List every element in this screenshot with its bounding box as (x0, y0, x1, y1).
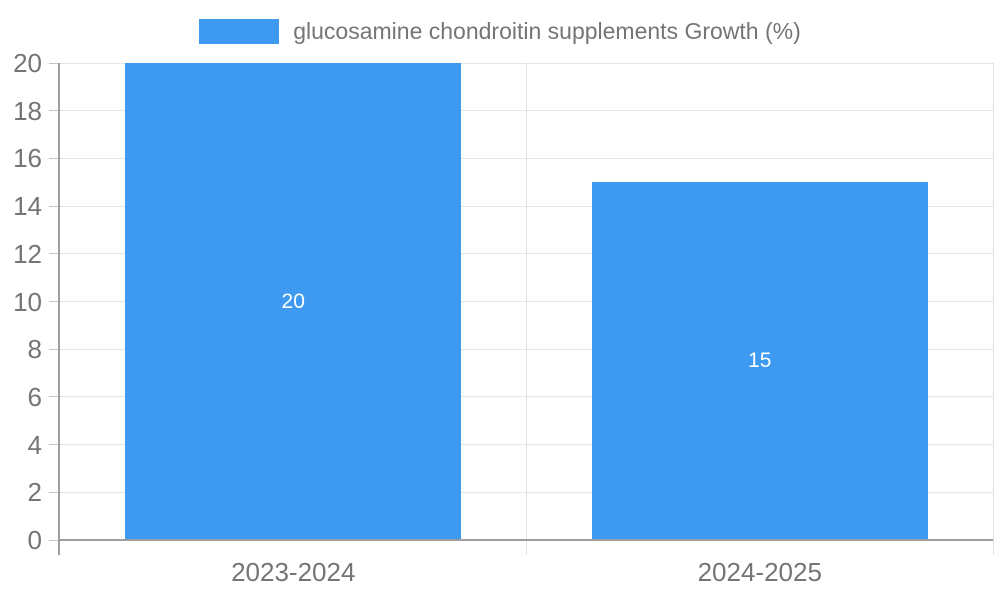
y-axis-tick (49, 62, 60, 64)
y-axis-tick (49, 205, 60, 207)
y-tick-label: 0 (27, 525, 42, 555)
y-axis-tick (49, 396, 60, 398)
legend[interactable]: glucosamine chondroitin supplements Grow… (0, 16, 1000, 46)
y-axis-tick (49, 444, 60, 446)
legend-swatch (199, 18, 280, 44)
y-tick-label: 10 (13, 286, 42, 317)
y-axis-line (58, 63, 60, 555)
column-divider (992, 63, 994, 555)
legend-label: glucosamine chondroitin supplements Grow… (293, 17, 801, 44)
y-tick-label: 4 (27, 429, 42, 460)
y-axis-tick (49, 539, 60, 541)
column-divider (526, 63, 527, 555)
y-axis-tick (49, 348, 60, 350)
bar-value-label: 20 (281, 289, 305, 313)
x-tick-label: 2024-2025 (697, 557, 822, 587)
y-tick-label: 16 (13, 143, 42, 174)
y-tick-label: 14 (13, 191, 42, 222)
y-tick-label: 6 (27, 381, 42, 412)
y-tick-label: 2 (27, 477, 42, 508)
y-axis-tick (49, 157, 60, 159)
y-axis-tick (49, 253, 60, 255)
bar[interactable] (591, 182, 928, 540)
y-tick-label: 8 (27, 334, 42, 365)
bar[interactable] (125, 63, 462, 540)
y-tick-label: 12 (13, 238, 42, 269)
y-tick-label: 20 (13, 48, 42, 78)
x-axis-line (58, 539, 993, 541)
y-axis-tick (49, 301, 60, 302)
bar-value-label: 15 (748, 349, 772, 373)
x-tick-label: 2023-2024 (231, 557, 356, 587)
y-axis-tick (49, 491, 60, 493)
y-tick-label: 18 (13, 95, 42, 126)
y-axis-tick (49, 110, 60, 112)
